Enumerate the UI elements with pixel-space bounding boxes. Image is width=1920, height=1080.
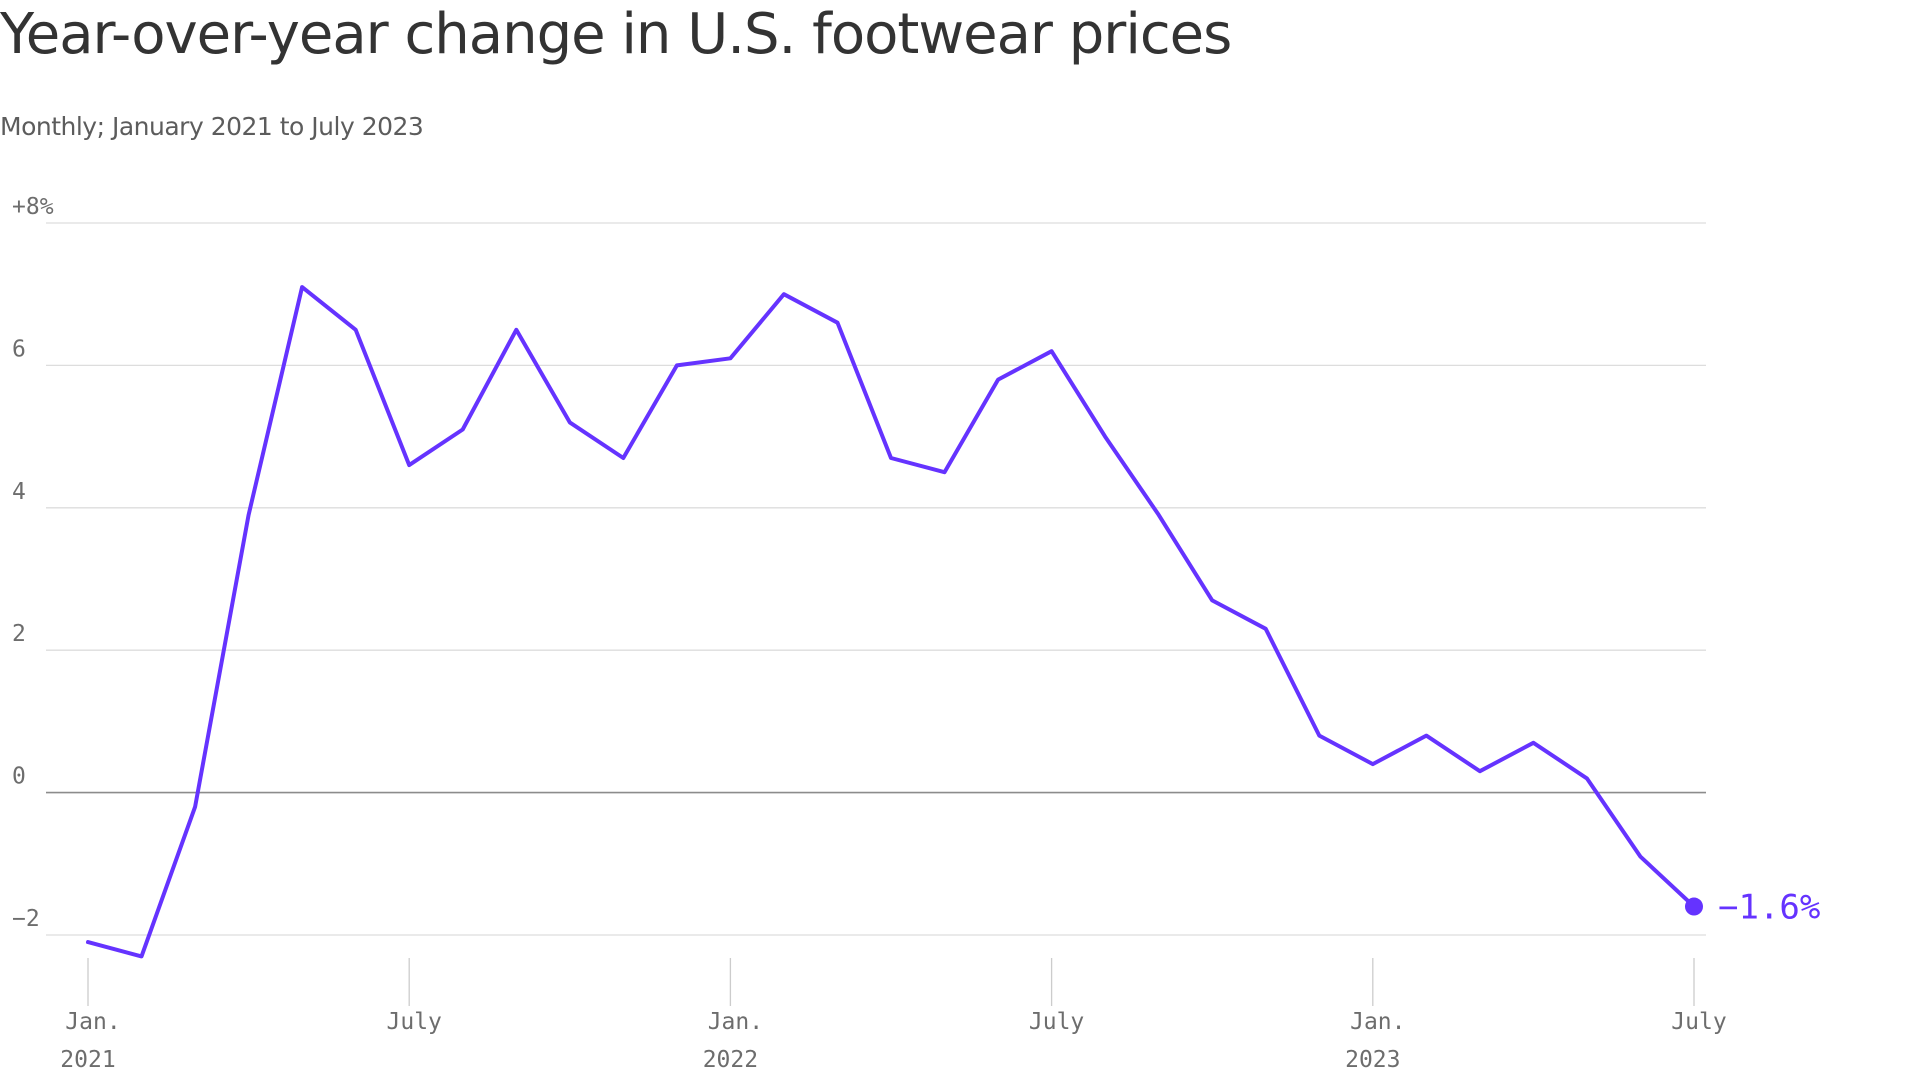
data-point [834,320,840,326]
end-point-marker [1685,897,1703,916]
data-point [995,377,1001,383]
series-layer: −1.6% [85,284,1820,959]
data-point [1263,626,1269,632]
x-tick-label: Jan. [1350,1009,1405,1035]
data-point [513,327,519,333]
data-point [1370,761,1376,767]
data-point [620,455,626,461]
data-point [192,804,198,810]
data-point [1423,733,1429,739]
data-point [567,419,573,425]
x-axis: Jan. 2021 July Jan. 2022 July Jan. 2023 July [60,958,1727,1073]
data-point [1156,512,1162,518]
chart-title: Year-over-year change in U.S. footwear p… [0,2,1232,67]
data-point [1584,775,1590,781]
x-tick-label: July [1029,1009,1084,1035]
x-tick-label: July [1671,1009,1726,1035]
x-tick-label: July [387,1009,442,1035]
data-point [1049,348,1055,354]
y-tick-label: −2 [12,906,40,932]
data-point [674,362,680,368]
series-line [86,285,1696,959]
y-tick-label: 0 [12,764,26,790]
data-point [781,291,787,297]
data-point [1530,740,1536,746]
data-point [246,512,252,518]
data-point [1477,768,1483,774]
data-point [942,469,948,475]
data-point [460,426,466,432]
data-point [1637,854,1643,860]
y-tick-label: 6 [12,336,26,362]
x-tick-year-label: 2023 [1345,1047,1400,1073]
y-tick-label: 4 [12,479,26,505]
x-tick-label: Jan. [708,1009,763,1035]
x-tick-label: Jan. [65,1009,120,1035]
data-point [1102,434,1108,440]
x-tick-year-label: 2021 [60,1047,115,1073]
y-tick-label: 2 [12,621,26,647]
data-point [1316,733,1322,739]
data-point [299,284,305,290]
data-point [353,327,359,333]
y-axis-labels: +8% 6 4 2 0 −2 [12,194,54,932]
data-point [888,455,894,461]
end-value-label: −1.6% [1718,888,1820,928]
chart-subtitle: Monthly; January 2021 to July 2023 [0,112,424,141]
data-point [406,462,412,468]
data-point [1209,597,1215,603]
x-tick-year-label: 2022 [703,1047,758,1073]
data-point [139,953,145,959]
data-point [85,939,91,945]
data-point [727,355,733,361]
gridlines [46,222,1706,936]
y-tick-label: +8% [12,194,54,220]
